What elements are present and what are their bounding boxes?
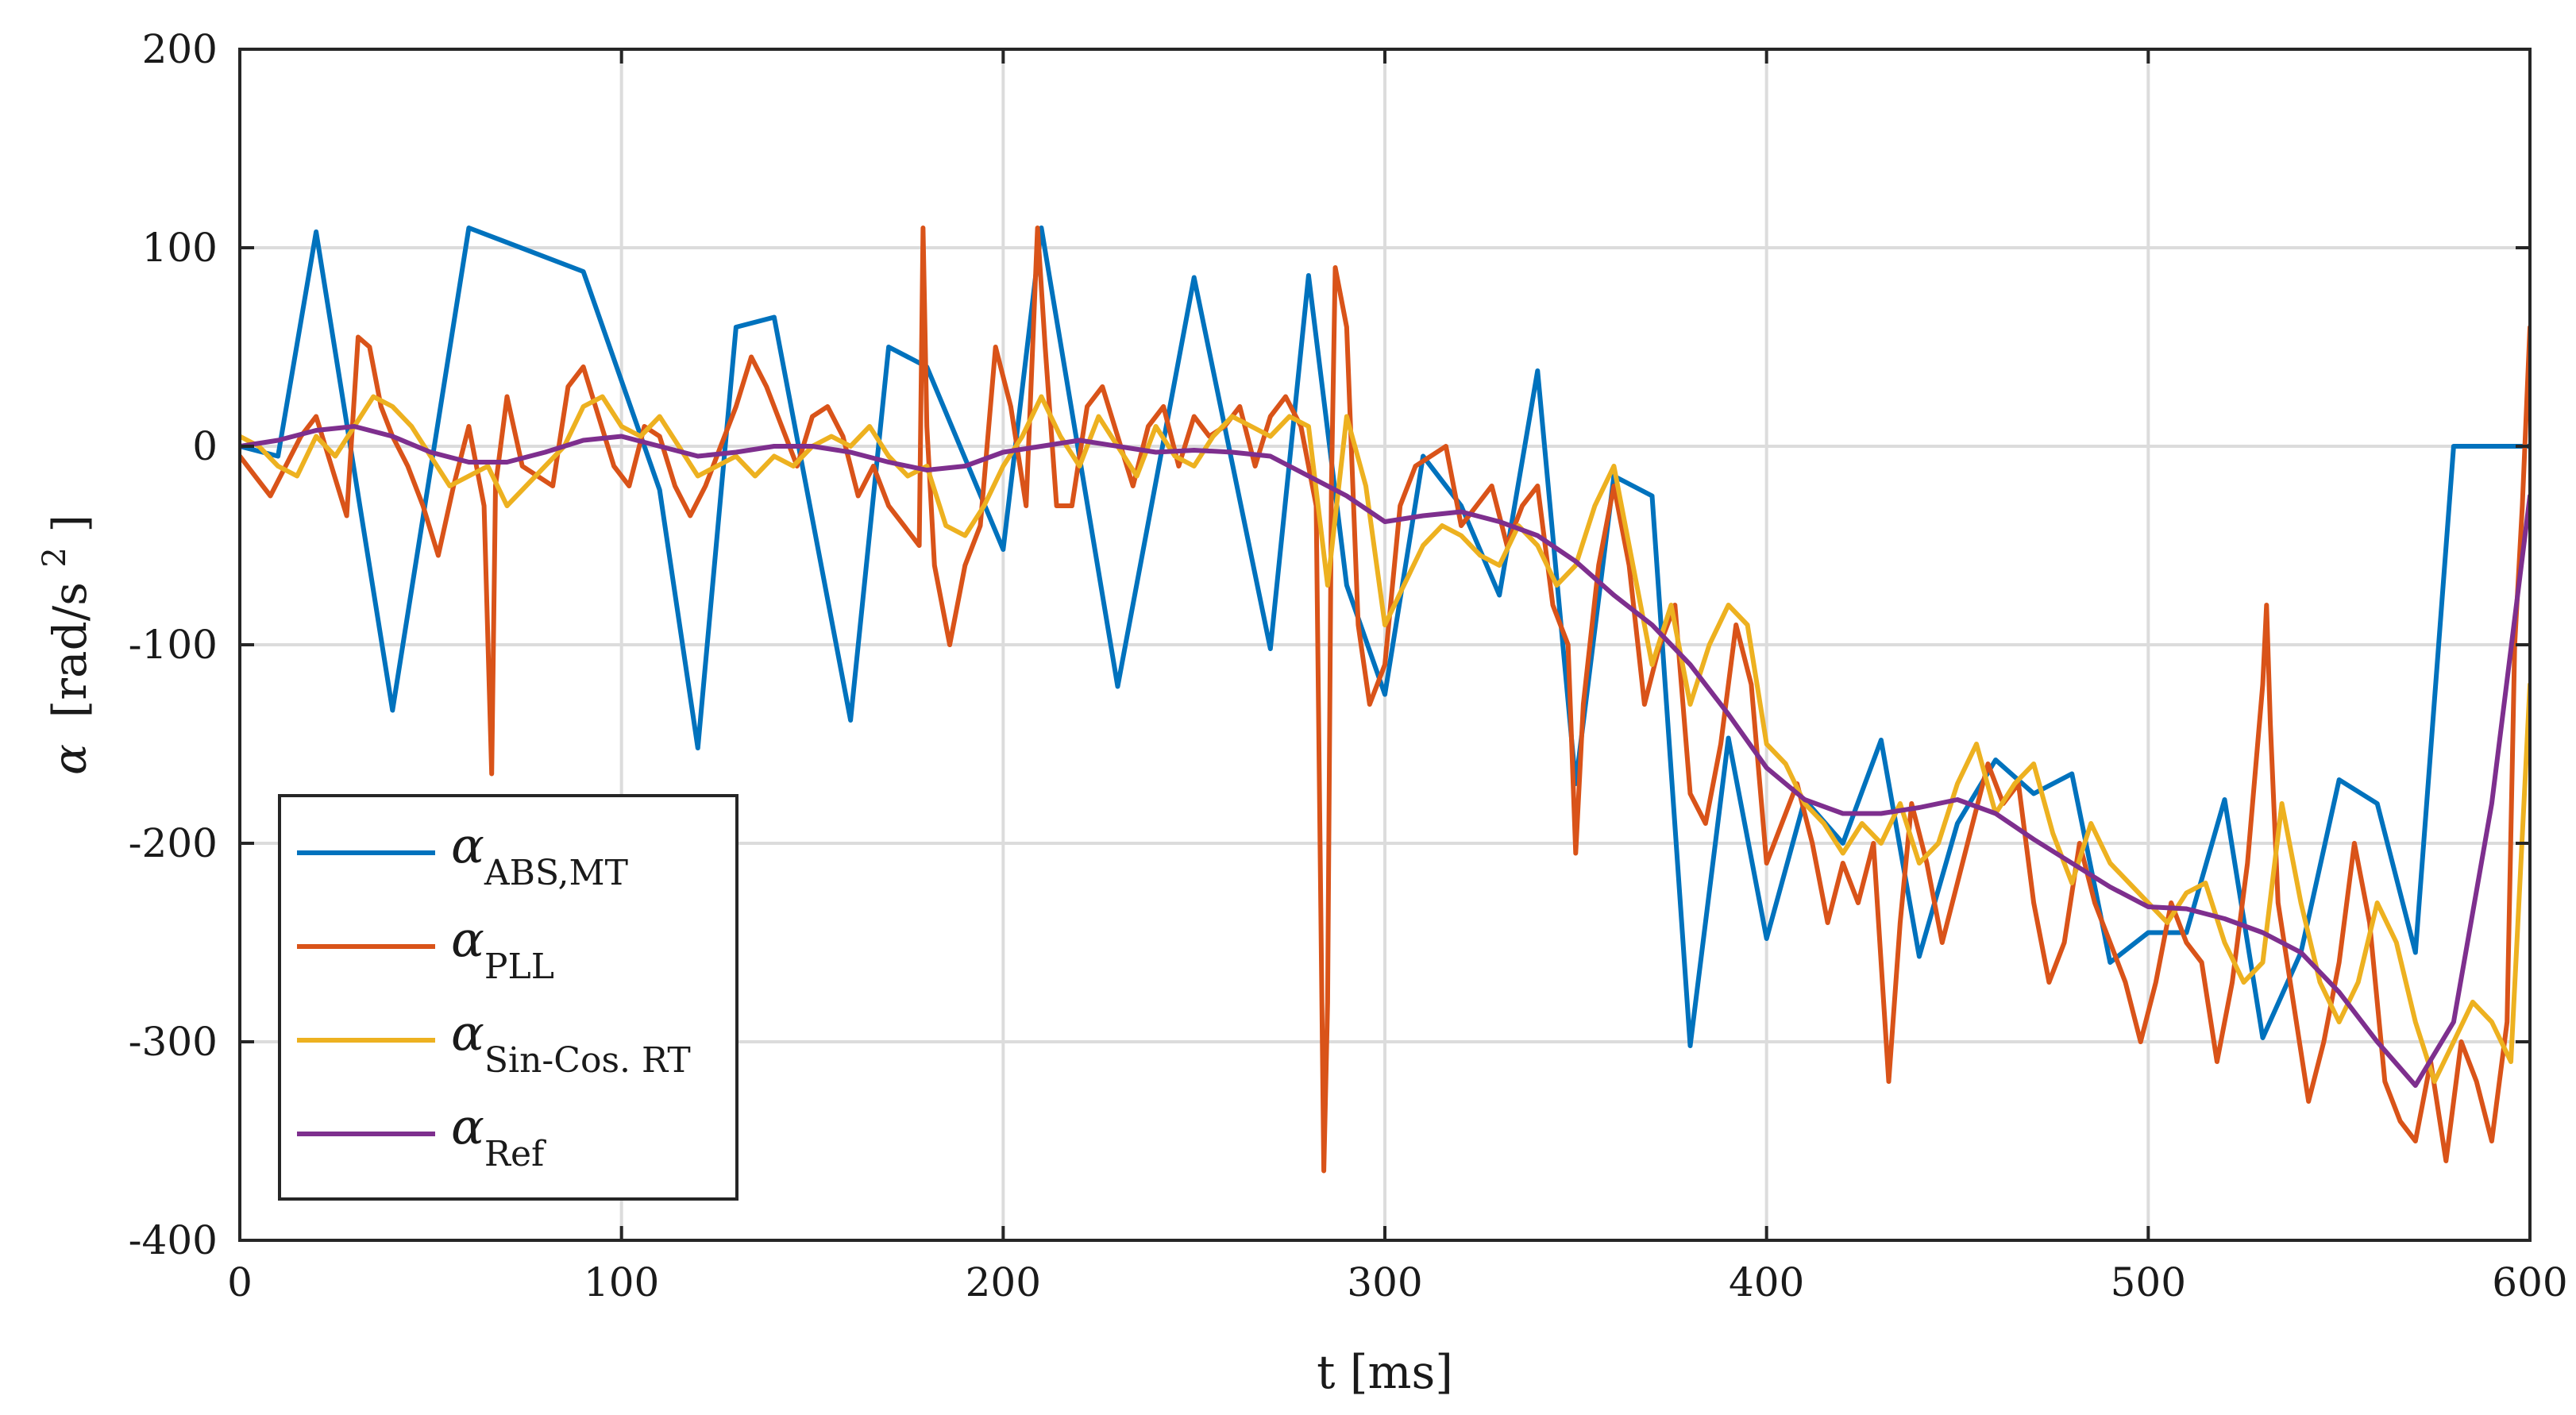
y-axis-symbol: α	[43, 744, 97, 775]
legend-subscript: Ref	[484, 1134, 546, 1174]
y-tick-label: -100	[129, 622, 218, 668]
x-tick-label: 600	[2492, 1259, 2567, 1305]
x-tick-label: 100	[584, 1259, 659, 1305]
x-axis-label: t [ms]	[1317, 1345, 1453, 1399]
y-tick-label: -200	[129, 820, 218, 866]
x-tick-label: 500	[2111, 1259, 2186, 1305]
y-axis-units: [rad/s	[43, 582, 97, 718]
grid	[240, 49, 2530, 1240]
legend-label: αRef	[451, 1097, 546, 1174]
legend-symbol: α	[451, 910, 484, 968]
legend-subscript: PLL	[484, 947, 554, 987]
axis-ticks: 0 100 200 300 400 500 600 200 100 0 -100 -200 -300 -4…	[129, 26, 2568, 1305]
legend-subscript: Sin-Cos. RT	[484, 1040, 691, 1081]
y-axis-close: ]	[43, 515, 97, 533]
legend-symbol: α	[451, 1004, 484, 1062]
series-line-pll	[240, 226, 2530, 1174]
x-tick-label: 0	[227, 1259, 253, 1305]
x-tick-label: 300	[1347, 1259, 1422, 1305]
legend-label: αSin-Cos. RT	[451, 1004, 691, 1081]
series-layer	[240, 226, 2530, 1174]
legend-label: αPLL	[451, 910, 554, 987]
y-tick-label: 200	[142, 26, 218, 72]
y-axis-label: α [rad/s 2 ]	[22, 515, 97, 775]
x-tick-label: 400	[1729, 1259, 1804, 1305]
y-tick-label: -400	[129, 1217, 218, 1263]
legend-subscript: ABS,MT	[484, 853, 628, 893]
legend-label: αABS,MT	[451, 816, 628, 893]
series-line-sin-cos-rt	[240, 394, 2530, 1084]
y-axis-sup: 2	[37, 547, 73, 567]
y-tick-label: -300	[129, 1019, 218, 1065]
series-line-abs-mt	[240, 226, 2530, 1048]
series-line-ref	[240, 424, 2530, 1088]
y-tick-label: 0	[192, 423, 218, 469]
legend-symbol: α	[451, 1097, 484, 1155]
x-tick-label: 200	[966, 1259, 1041, 1305]
y-tick-label: 100	[142, 225, 218, 271]
legend-symbol: α	[451, 816, 484, 874]
